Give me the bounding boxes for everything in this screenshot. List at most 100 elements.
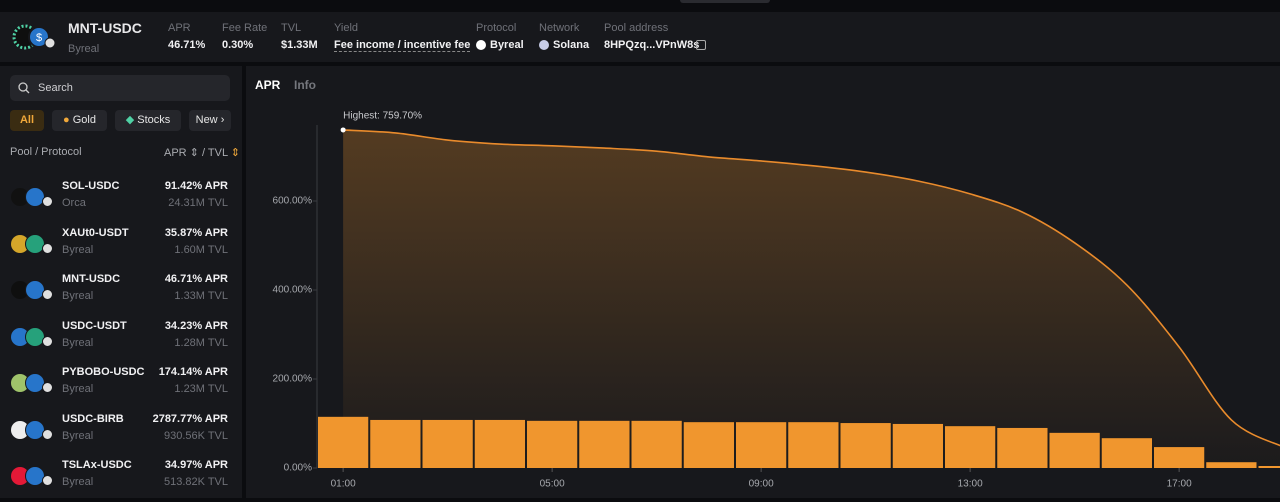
tab-gold[interactable]: ● Gold — [52, 110, 107, 131]
bar — [684, 422, 734, 468]
field-icon — [476, 40, 486, 50]
bar — [423, 420, 473, 468]
pool-row[interactable]: SOL-USDC Orca 91.42% APR 24.31M TVL — [0, 179, 242, 223]
field-label: Fee Rate — [222, 22, 267, 34]
pool-protocol: Byreal — [62, 337, 93, 349]
tab-label: New — [196, 114, 218, 126]
x-tick-label: 17:00 — [1167, 479, 1192, 490]
tab-new[interactable]: New › — [189, 110, 231, 131]
bar — [370, 420, 420, 468]
top-strip — [0, 0, 1280, 10]
field-label: Protocol — [476, 22, 516, 34]
field-value: 46.71% — [168, 39, 205, 51]
col-apr: APR — [164, 147, 187, 159]
badge-icon — [42, 243, 53, 254]
pool-name: SOL-USDC — [62, 180, 119, 192]
pool-tvl: 513.82K TVL — [164, 476, 228, 488]
x-tick-label: 05:00 — [540, 479, 565, 490]
pool-name: XAUt0-USDT — [62, 227, 129, 239]
tab-stocks[interactable]: ◆ Stocks — [115, 110, 181, 131]
field-value: Byreal — [490, 39, 524, 51]
bar — [997, 428, 1047, 468]
y-tick-label: 0.00% — [284, 463, 312, 474]
pool-tvl: 1.23M TVL — [174, 383, 228, 395]
col-sep: / — [202, 147, 205, 159]
bar — [527, 421, 577, 468]
bar — [579, 421, 629, 468]
pool-protocol: Byreal — [62, 383, 93, 395]
y-tick-label: 400.00% — [273, 285, 313, 296]
search-icon — [18, 82, 30, 94]
highest-label: Highest: 759.70% — [343, 111, 422, 122]
x-tick-label: 13:00 — [958, 479, 983, 490]
badge-icon — [42, 289, 53, 300]
field-label: Pool address — [604, 22, 668, 34]
pool-protocol: Byreal — [62, 476, 93, 488]
pool-tvl: 24.31M TVL — [168, 197, 228, 209]
search-box[interactable]: Search — [10, 75, 230, 101]
bar — [1259, 466, 1280, 468]
bar — [632, 421, 682, 468]
bar — [1206, 462, 1256, 468]
bar — [1154, 447, 1204, 468]
bar — [893, 424, 943, 468]
field-icon — [539, 40, 549, 50]
y-tick-label: 600.00% — [273, 196, 313, 207]
badge-icon — [42, 475, 53, 486]
pool-apr: 2787.77% APR — [153, 413, 228, 425]
col-sort[interactable]: APR ⇕ / TVL ⇕ — [164, 146, 240, 159]
bar — [788, 422, 838, 468]
pool-row[interactable]: USDC-BIRB Byreal 2787.77% APR 930.56K TVL — [0, 412, 242, 456]
pool-protocol: Byreal — [62, 430, 93, 442]
pool-tvl: 1.33M TVL — [174, 290, 228, 302]
svg-text:$: $ — [36, 32, 42, 44]
field-label: Network — [539, 22, 579, 34]
pool-name: USDC-BIRB — [62, 413, 124, 425]
bar — [318, 417, 368, 468]
field-value: 8HPQzq...VPnW8s — [604, 39, 699, 51]
bar — [736, 422, 786, 468]
sidebar: Search All ● Gold ◆ Stocks New › Pool / … — [0, 66, 242, 498]
pool-row[interactable]: XAUt0-USDT Byreal 35.87% APR 1.60M TVL — [0, 226, 242, 270]
pool-tvl: 1.60M TVL — [174, 244, 228, 256]
pool-apr: 34.23% APR — [165, 320, 228, 332]
badge-icon — [42, 382, 53, 393]
pair-protocol: Byreal — [68, 43, 99, 55]
pool-apr: 35.87% APR — [165, 227, 228, 239]
pool-row[interactable]: MNT-USDC Byreal 46.71% APR 1.33M TVL — [0, 272, 242, 316]
x-tick-label: 01:00 — [331, 479, 356, 490]
pool-tvl: 930.56K TVL — [164, 430, 228, 442]
tab-label: Stocks — [137, 114, 170, 126]
pool-apr: 34.97% APR — [165, 459, 228, 471]
pool-name: MNT-USDC — [62, 273, 120, 285]
tab-all[interactable]: All — [10, 110, 44, 131]
badge-icon — [42, 429, 53, 440]
tab-label: Gold — [73, 114, 96, 126]
pool-apr: 46.71% APR — [165, 273, 228, 285]
copy-icon[interactable] — [696, 40, 706, 50]
field-label: APR — [168, 22, 191, 34]
pool-apr: 174.14% APR — [159, 366, 228, 378]
pool-apr: 91.42% APR — [165, 180, 228, 192]
field-value: $1.33M — [281, 39, 318, 51]
col-tvl: TVL — [208, 147, 228, 159]
pool-protocol: Byreal — [62, 244, 93, 256]
search-placeholder: Search — [38, 82, 73, 94]
bar — [1050, 433, 1100, 468]
col-pool: Pool / Protocol — [10, 146, 82, 158]
pair-name: MNT-USDC — [68, 20, 142, 36]
pool-protocol: Byreal — [62, 290, 93, 302]
top-handle — [680, 0, 770, 3]
field-value: Fee income / incentive fee — [334, 39, 470, 52]
pool-protocol: Orca — [62, 197, 86, 209]
field-value: Solana — [553, 39, 589, 51]
bar — [841, 423, 891, 468]
highest-dot — [341, 127, 346, 132]
x-tick-label: 09:00 — [749, 479, 774, 490]
